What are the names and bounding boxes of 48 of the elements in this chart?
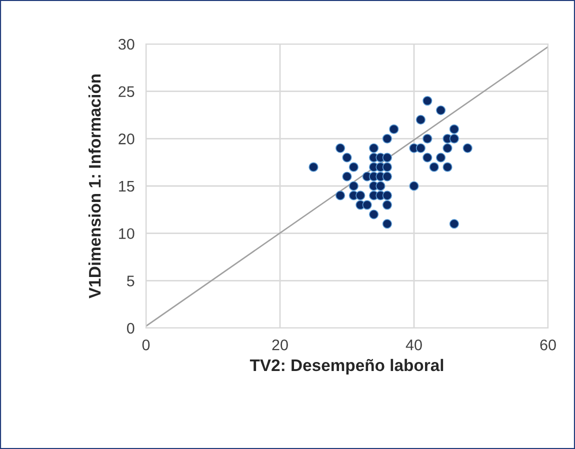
point bbox=[422, 152, 432, 162]
point bbox=[442, 162, 452, 172]
point bbox=[376, 181, 386, 191]
y-tick-label: 0 bbox=[126, 322, 134, 334]
point bbox=[416, 143, 426, 153]
point bbox=[449, 219, 460, 229]
point bbox=[382, 219, 392, 229]
y-tick-label: 20 bbox=[118, 134, 134, 144]
x-tick-label: 20 bbox=[272, 340, 288, 350]
point bbox=[382, 200, 392, 210]
x-tick-label: 40 bbox=[406, 340, 422, 350]
point bbox=[308, 162, 318, 172]
point bbox=[422, 96, 432, 106]
point bbox=[416, 114, 426, 125]
point bbox=[389, 124, 399, 134]
point bbox=[348, 181, 359, 191]
point bbox=[335, 143, 346, 153]
y-tick-label: 25 bbox=[118, 86, 134, 98]
point bbox=[342, 172, 352, 182]
y-tick-label: 5 bbox=[127, 276, 134, 286]
point bbox=[356, 190, 366, 200]
x-tick-label: 60 bbox=[540, 340, 556, 350]
point bbox=[342, 152, 352, 162]
y-tick-label: 10 bbox=[119, 228, 134, 240]
point bbox=[368, 210, 379, 220]
y-tick-label: 15 bbox=[119, 181, 134, 192]
point bbox=[436, 152, 446, 162]
point bbox=[449, 134, 460, 144]
point bbox=[436, 105, 446, 116]
y-axis-title: V1Dimension 1: Información bbox=[88, 74, 101, 298]
point bbox=[382, 152, 392, 162]
point bbox=[382, 162, 392, 172]
point bbox=[422, 134, 432, 144]
x-axis-title: TV2: Desempeño laboral bbox=[250, 358, 444, 374]
point bbox=[368, 143, 379, 153]
point bbox=[382, 172, 392, 182]
point bbox=[409, 181, 419, 191]
x-tick-label: 0 bbox=[142, 340, 150, 350]
point bbox=[449, 124, 460, 134]
point bbox=[335, 190, 346, 200]
y-tick-label: 30 bbox=[118, 38, 134, 50]
point bbox=[348, 162, 359, 172]
point bbox=[382, 134, 392, 144]
point bbox=[462, 143, 472, 153]
point bbox=[429, 162, 439, 172]
point bbox=[362, 200, 372, 210]
point bbox=[442, 143, 452, 153]
point bbox=[382, 190, 392, 200]
